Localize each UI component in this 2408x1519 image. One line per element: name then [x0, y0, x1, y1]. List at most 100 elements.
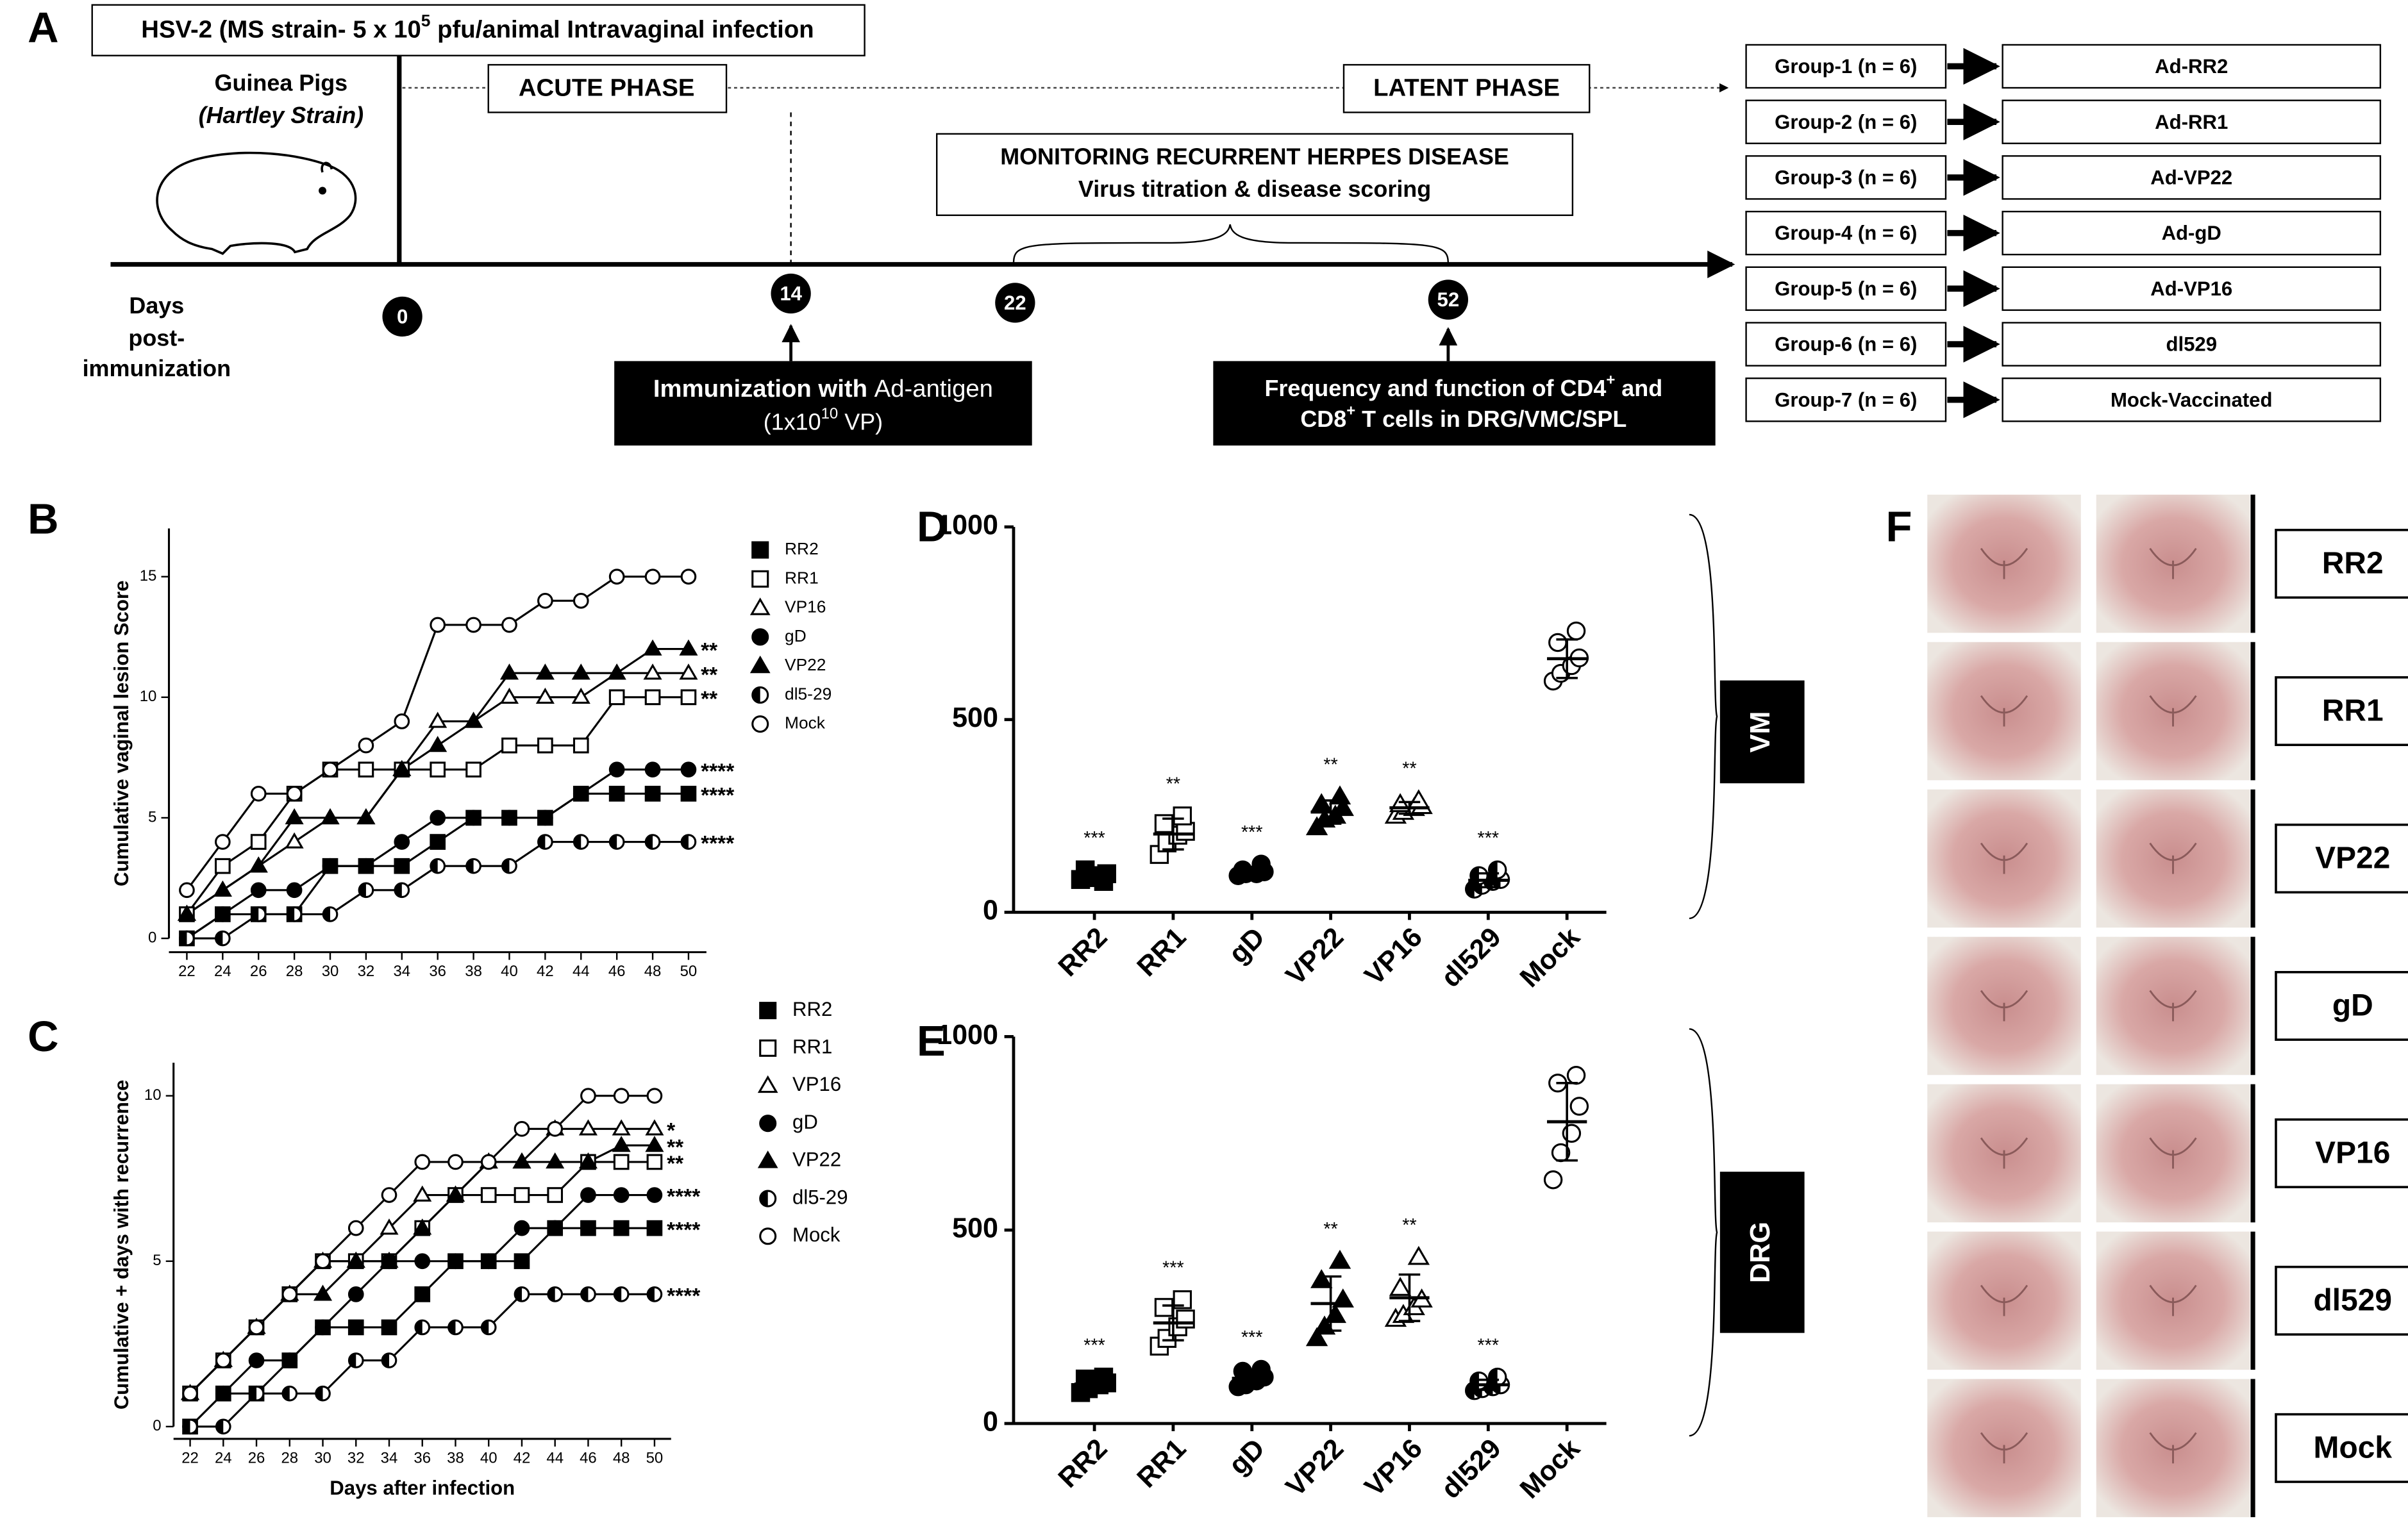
significance: **** [667, 1284, 701, 1308]
group-label-box [2275, 529, 2408, 599]
infection-box [91, 4, 865, 56]
significance: *** [1083, 828, 1105, 849]
legend-marker [751, 715, 769, 733]
marker [645, 1119, 664, 1136]
series-line [186, 648, 689, 915]
marker [514, 1286, 530, 1302]
marker [414, 1253, 431, 1270]
marker [573, 737, 589, 754]
marker [315, 1319, 331, 1336]
line-chart: C 0 5 10 22 24 26 28 30 32 34 36 38 40 42 44 46 48 50 Cumul… [28, 998, 848, 1499]
photo-detail [2149, 1137, 2197, 1169]
y-tick-label: 500 [952, 702, 998, 733]
marker [644, 785, 661, 802]
marker [613, 1154, 630, 1170]
x-tick-label: dl529 [1435, 922, 1507, 993]
marker [179, 882, 195, 899]
x-tick-label: 24 [215, 1449, 232, 1466]
day-label: 14 [780, 283, 802, 305]
vaccine-box [2002, 99, 2382, 144]
x-tick-label: 34 [393, 963, 410, 980]
x-tick-label: 26 [248, 1449, 265, 1466]
marker [573, 834, 589, 850]
marker [1173, 806, 1192, 826]
group-label: Group-2 (n = 6) [1775, 111, 1917, 133]
vaccine-label: Ad-gD [2162, 222, 2221, 244]
y-tick-label: 0 [148, 929, 156, 946]
x-tick-label: RR1 [1131, 1433, 1192, 1494]
marker-half [282, 1386, 290, 1400]
x-tick-label: 32 [347, 1449, 365, 1466]
marker [346, 1251, 365, 1268]
marker [1176, 822, 1195, 841]
frequency-box [1213, 361, 1716, 446]
marker [680, 689, 697, 706]
legend-marker [749, 655, 771, 674]
significance: **** [701, 760, 735, 783]
marker [249, 856, 268, 873]
marker [679, 639, 698, 656]
y-axis-label: Cumulative + days with recurrence [110, 1080, 133, 1410]
marker [430, 834, 446, 850]
marker-half [515, 1287, 522, 1302]
legend-marker [759, 1190, 777, 1208]
x-tick-label: RR2 [1053, 1433, 1114, 1494]
marker-half [448, 1320, 456, 1334]
marker [214, 834, 231, 850]
marker [413, 1185, 432, 1202]
significance: ** [1323, 1219, 1337, 1240]
y-axis-label: Cumulative vaginal lesion Score [110, 581, 133, 886]
marker [430, 617, 446, 633]
x-tick-label: 26 [250, 963, 267, 980]
marker [394, 858, 410, 874]
marker [514, 1120, 530, 1137]
x-tick-label: Mock [1514, 1432, 1587, 1505]
marker-half [614, 1287, 622, 1302]
text-part: Ad-antigen [874, 375, 993, 403]
superscript: + [1346, 403, 1355, 420]
x-tick-label: 44 [573, 963, 590, 980]
marker [607, 663, 626, 680]
marker [646, 1286, 663, 1302]
x-axis-label: Days after infection [330, 1477, 515, 1499]
marker [347, 1319, 364, 1336]
marker-half [760, 1191, 768, 1207]
marker [214, 906, 231, 922]
panel-letter: D [917, 503, 948, 551]
marker [285, 808, 304, 825]
legend-label: gD [792, 1111, 818, 1133]
group-box [1745, 44, 1947, 89]
marker [347, 1220, 364, 1236]
axis-label: post- [128, 324, 185, 351]
marker-half [287, 907, 295, 922]
marker [480, 1253, 497, 1270]
significance: *** [1478, 828, 1500, 849]
x-tick-label: VP16 [1359, 922, 1428, 992]
marker [215, 1418, 231, 1435]
marker [501, 737, 517, 754]
significance: *** [1083, 1335, 1105, 1356]
marker [428, 736, 447, 752]
marker [1389, 1277, 1412, 1296]
legend-label: RR2 [792, 998, 832, 1020]
marker [612, 1136, 631, 1152]
x-tick-label: VP16 [1359, 1433, 1428, 1503]
y-tick-label: 5 [148, 808, 156, 826]
day-marker [995, 283, 1035, 323]
x-tick-label: 50 [680, 963, 698, 980]
group-box [1745, 155, 1947, 200]
vaccine-box [2002, 155, 2382, 200]
text-part: pfu/animal Intravaginal infection [430, 16, 814, 44]
phase-box [1342, 63, 1591, 113]
photo-detail [1980, 695, 2028, 727]
group-label: RR1 [2322, 694, 2384, 728]
marker [465, 809, 481, 826]
marker [281, 1352, 298, 1368]
marker [1407, 1245, 1430, 1265]
significance: *** [1241, 822, 1263, 843]
significance: ** [1166, 774, 1180, 795]
marker [608, 569, 625, 585]
marker [358, 737, 374, 754]
legend-marker [759, 1115, 777, 1133]
